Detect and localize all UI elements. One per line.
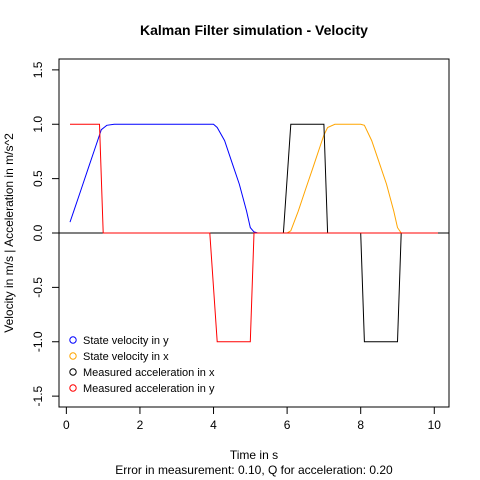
legend-marker (69, 336, 77, 344)
y-axis: -1.5 -1.0 -0.5 0.0 0.5 1.0 1.5 (31, 61, 59, 406)
x-tick-label: 2 (137, 418, 144, 432)
series-line (70, 123, 438, 343)
x-tick-label: 6 (284, 418, 291, 432)
legend-marker (69, 384, 77, 392)
x-tick-label: 8 (357, 418, 364, 432)
legend-marker (69, 352, 77, 360)
legend-label: State velocity in y (83, 335, 169, 347)
y-tick-label: -1.5 (31, 385, 45, 406)
y-tick-label: 1.5 (31, 61, 45, 78)
x-tick-label: 10 (428, 418, 442, 432)
legend-label: Measured acceleration in x (83, 367, 215, 379)
legend-marker (69, 368, 77, 376)
x-tick-label: 4 (210, 418, 217, 432)
y-tick-label: 1.0 (31, 116, 45, 133)
x-tick-label: 0 (63, 418, 70, 432)
y-tick-label: -0.5 (31, 277, 45, 298)
y-tick-label: -1.0 (31, 331, 45, 352)
legend-label: State velocity in x (83, 351, 169, 363)
x-axis-label: Time in s (230, 448, 278, 462)
chart-title: Kalman Filter simulation - Velocity (140, 22, 368, 38)
y-tick-label: 0.5 (31, 170, 45, 187)
y-axis-label: Velocity in m/s | Acceleration in m/s^2 (2, 133, 16, 333)
chart-subtitle: Error in measurement: 0.10, Q for accele… (115, 463, 393, 477)
legend: State velocity in y State velocity in x Me… (69, 335, 215, 395)
series-line (69, 123, 438, 234)
y-tick-label: 0.0 (31, 224, 45, 241)
legend-label: Measured acceleration in y (83, 383, 215, 395)
series-layer (69, 123, 438, 343)
x-axis: 0 2 4 6 8 10 (63, 407, 441, 432)
series-line (70, 123, 438, 234)
